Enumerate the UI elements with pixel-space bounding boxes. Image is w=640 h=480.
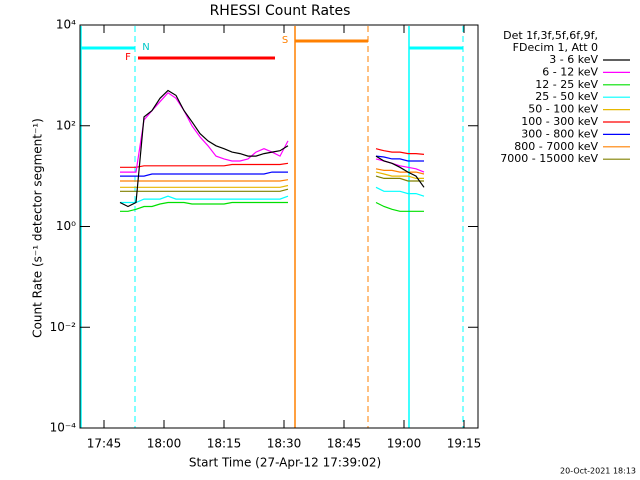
series-line xyxy=(120,155,424,177)
footer: 20-Oct-2021 18:13 xyxy=(560,467,636,476)
y-tick-label: 10⁻⁴ xyxy=(50,421,77,435)
legend-label: 12 - 25 keV xyxy=(535,78,598,91)
state-label: F xyxy=(125,52,131,63)
y-tick-label: 10⁰ xyxy=(56,219,76,233)
series-line xyxy=(120,175,424,192)
legend-label: 7000 - 15000 keV xyxy=(500,152,598,165)
y-axis-label: Count Rate (s⁻¹ detector segment⁻¹) xyxy=(31,118,45,338)
x-tick-label: 18:15 xyxy=(207,437,242,451)
state-markers: N F S xyxy=(80,26,464,428)
legend-title: Det 1f,3f,5f,6f,9f, xyxy=(503,29,598,42)
series-line xyxy=(120,186,425,204)
legend-label: 800 - 7000 keV xyxy=(514,140,598,153)
series-line xyxy=(119,89,425,208)
x-tick-label: 18:45 xyxy=(327,437,362,451)
state-label: S xyxy=(282,35,288,46)
legend-label: 3 - 6 keV xyxy=(549,53,598,66)
series-line xyxy=(120,168,425,182)
legend-label: 100 - 300 keV xyxy=(521,115,598,128)
chart-title: RHESSI Count Rates xyxy=(210,3,351,19)
x-tick-label: 18:00 xyxy=(147,437,182,451)
x-tick-label: 17:45 xyxy=(87,437,122,451)
series-line xyxy=(120,171,424,188)
legend-label: 6 - 12 keV xyxy=(542,65,598,78)
y-tick-label: 10² xyxy=(56,118,76,132)
legend-title: FDecim 1, Att 0 xyxy=(513,41,598,54)
series-line xyxy=(120,148,425,168)
legend-label: 50 - 100 keV xyxy=(528,103,598,116)
state-label: N xyxy=(142,42,149,53)
legend-label: 25 - 50 keV xyxy=(535,90,598,103)
x-axis-label: Start Time (27-Apr-12 17:39:02) xyxy=(189,456,381,470)
x-tick-label: 18:30 xyxy=(267,437,302,451)
y-tick-label: 10⁴ xyxy=(56,18,76,32)
legend-label: 300 - 800 keV xyxy=(521,127,598,140)
y-tick-label: 10⁻² xyxy=(50,320,77,334)
x-tick-label: 19:15 xyxy=(447,437,482,451)
x-tick-label: 19:00 xyxy=(387,437,422,451)
series-line xyxy=(120,201,424,212)
